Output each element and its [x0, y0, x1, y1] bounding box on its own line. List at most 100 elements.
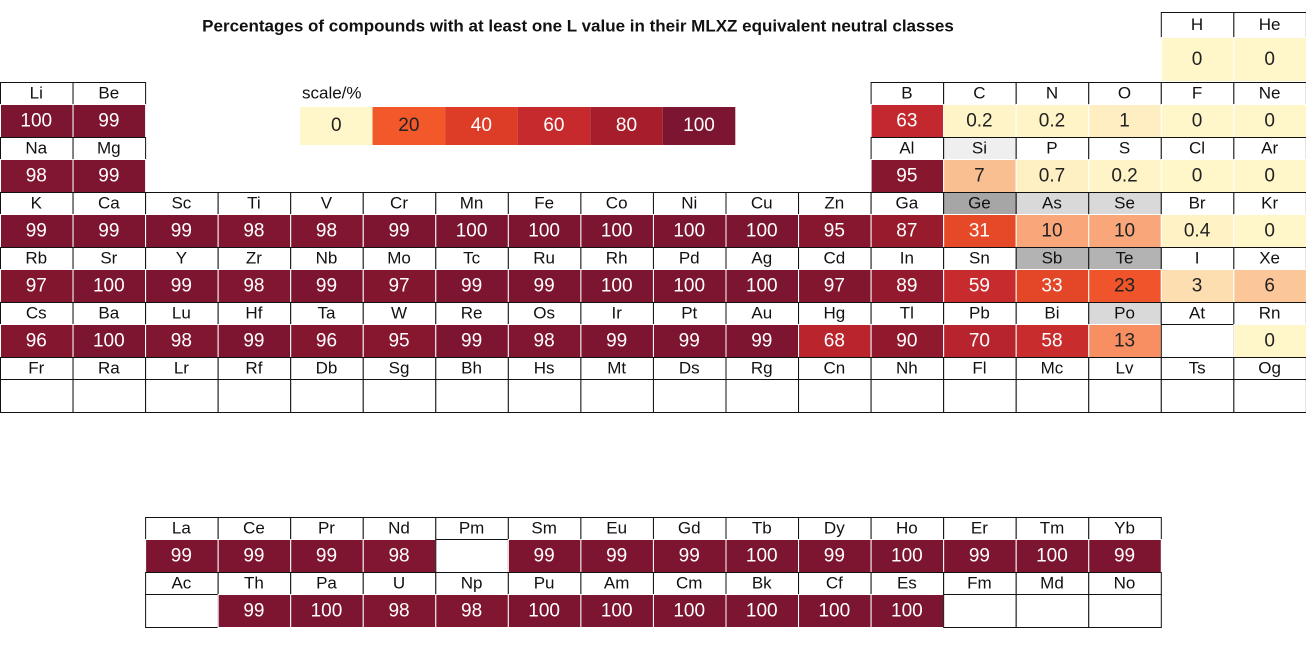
- element-value: 99: [606, 331, 627, 352]
- symbol-cell: [1160, 12, 1235, 38]
- element-value: 99: [316, 546, 337, 567]
- value-cell: [1233, 324, 1306, 358]
- scale-value: 60: [543, 115, 564, 136]
- value-cell: [362, 214, 437, 248]
- empty-cell: [435, 379, 509, 413]
- element-value: 59: [969, 276, 990, 297]
- element-value: 0.2: [1111, 166, 1137, 187]
- element-symbol: Ag: [751, 248, 772, 267]
- empty-cell: [507, 379, 582, 413]
- element-symbol: Sn: [969, 248, 990, 267]
- element-symbol: Si: [972, 138, 987, 157]
- element-value: 99: [243, 331, 264, 352]
- element-symbol: Eu: [606, 518, 627, 537]
- value-cell: [943, 214, 1017, 248]
- empty-cell: [580, 379, 654, 413]
- value-cell: [1160, 104, 1235, 138]
- element-value: 100: [528, 601, 560, 622]
- element-symbol: N: [1046, 83, 1058, 102]
- value-cell: [217, 214, 292, 248]
- empty-cell: [0, 379, 74, 413]
- element-value: 97: [824, 276, 845, 297]
- element-symbol: Au: [751, 303, 772, 322]
- value-cell: [290, 324, 364, 358]
- element-value: 99: [243, 546, 264, 567]
- element-symbol: Fm: [967, 573, 992, 592]
- element-symbol: Re: [461, 303, 483, 322]
- element-value: 100: [746, 221, 778, 242]
- value-cell: [943, 269, 1017, 303]
- element-symbol: As: [1042, 193, 1062, 212]
- element-symbol: Ra: [98, 358, 120, 377]
- element-value: 99: [534, 276, 555, 297]
- value-cell: [798, 539, 872, 573]
- value-cell: [1015, 214, 1090, 248]
- element-symbol: Md: [1040, 573, 1064, 592]
- element-symbol: Cn: [823, 358, 845, 377]
- value-cell: [1160, 214, 1235, 248]
- element-value: 95: [896, 166, 917, 187]
- value-cell: [0, 159, 74, 193]
- element-symbol: V: [321, 193, 333, 212]
- element-symbol: Bk: [752, 573, 772, 592]
- value-cell: [507, 539, 582, 573]
- element-value: 99: [1114, 546, 1135, 567]
- element-symbol: Pd: [679, 248, 700, 267]
- empty-cell: [725, 379, 800, 413]
- element-value: 99: [461, 331, 482, 352]
- element-value: 97: [26, 276, 47, 297]
- element-symbol: Ar: [1261, 138, 1278, 157]
- element-value: 100: [456, 221, 488, 242]
- element-symbol: Li: [30, 83, 43, 102]
- element-value: 10: [1041, 221, 1062, 242]
- value-cell: [580, 269, 654, 303]
- element-symbol: Os: [533, 303, 555, 322]
- value-cell: [1015, 269, 1090, 303]
- element-symbol: Bh: [461, 358, 482, 377]
- value-cell: [507, 214, 582, 248]
- value-cell: [1160, 269, 1235, 303]
- value-cell: [725, 539, 800, 573]
- element-value: 33: [1041, 276, 1062, 297]
- value-cell: [652, 269, 727, 303]
- value-cell: [435, 214, 509, 248]
- element-value: 0.4: [1184, 221, 1211, 242]
- element-symbol: Br: [1189, 193, 1206, 212]
- element-symbol: Mo: [387, 248, 411, 267]
- element-value: 98: [243, 221, 264, 242]
- element-value: 99: [98, 166, 119, 187]
- element-value: 99: [534, 546, 555, 567]
- element-symbol: Ca: [98, 193, 120, 212]
- element-symbol: Ne: [1259, 83, 1281, 102]
- element-symbol: Ac: [171, 573, 191, 592]
- value-cell: [652, 594, 727, 628]
- element-symbol: Ru: [533, 248, 555, 267]
- value-cell: [145, 539, 219, 573]
- element-symbol: Pt: [681, 303, 697, 322]
- element-symbol: P: [1046, 138, 1057, 157]
- element-value: 31: [969, 221, 990, 242]
- scale-cell: [372, 107, 446, 145]
- element-value: 100: [818, 601, 850, 622]
- element-symbol: Am: [604, 573, 630, 592]
- element-symbol: Ce: [243, 518, 265, 537]
- element-value: 99: [243, 601, 264, 622]
- element-symbol: Ts: [1189, 358, 1206, 377]
- element-symbol: Se: [1114, 193, 1135, 212]
- empty-cell: [145, 379, 219, 413]
- element-value: 97: [388, 276, 409, 297]
- element-value: 100: [673, 601, 705, 622]
- element-value: 0.2: [966, 111, 992, 132]
- value-cell: [72, 324, 147, 358]
- empty-cell: [1015, 594, 1090, 628]
- element-symbol: Ge: [968, 193, 991, 212]
- element-value: 98: [316, 221, 337, 242]
- element-symbol: Na: [25, 138, 47, 157]
- element-value: 100: [601, 601, 633, 622]
- element-value: 13: [1114, 331, 1135, 352]
- element-value: 100: [891, 546, 923, 567]
- element-symbol: H: [1191, 15, 1203, 34]
- element-value: 99: [98, 221, 119, 242]
- element-symbol: O: [1118, 83, 1131, 102]
- element-value: 98: [243, 276, 264, 297]
